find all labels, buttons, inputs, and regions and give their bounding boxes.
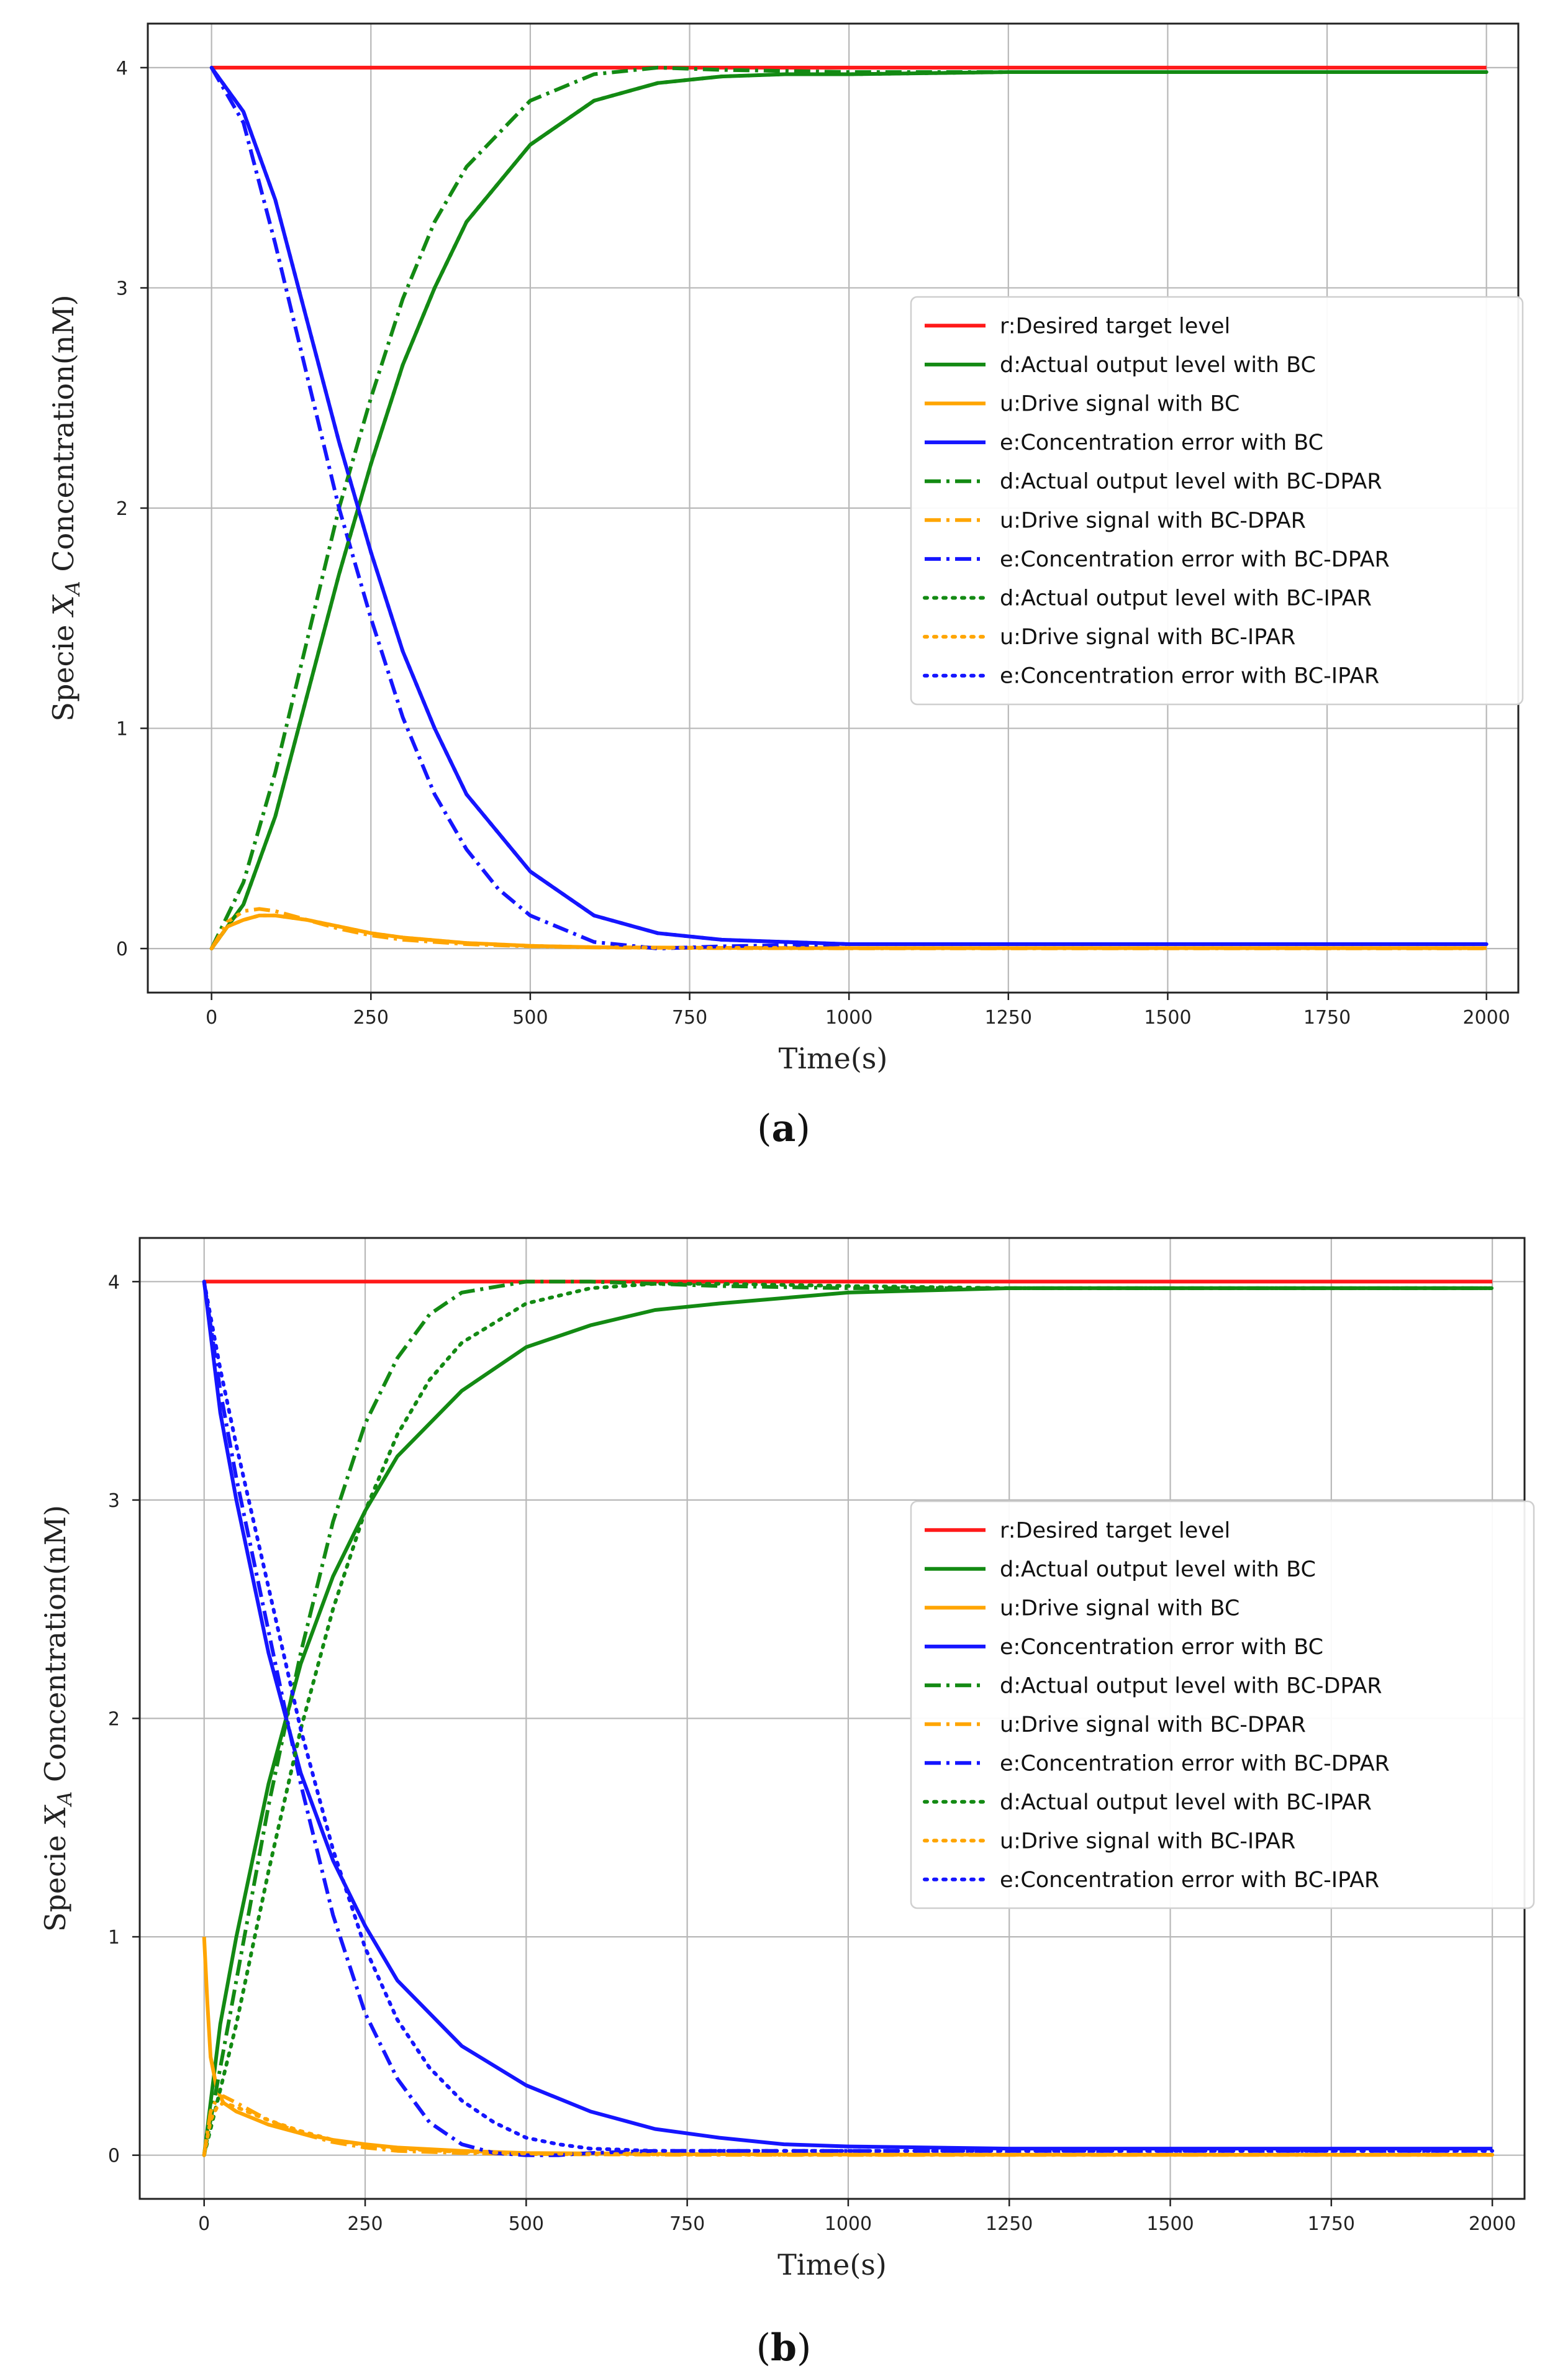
legend-entry-label: r:Desired target level xyxy=(1000,314,1230,339)
y-axis-label: Specie XA Concentration(nM) xyxy=(47,294,84,721)
legend-entry-label: d:Actual output level with BC-IPAR xyxy=(1000,586,1372,611)
chart-panel-a: 0 250 500 750 1000 1250 1500 1750 2000 0 1 2 3 4 Time(… xyxy=(47,22,1524,1075)
legend: r:Desired target level d:Actual output le… xyxy=(910,1500,1535,1909)
legend-entry-label: e:Concentration error with BC xyxy=(1000,1635,1323,1660)
legend-entry-label: e:Concentration error with BC-IPAR xyxy=(1000,1868,1379,1893)
legend-entry-label: u:Drive signal with BC xyxy=(1000,392,1239,417)
x-tick-label: 500 xyxy=(512,1007,548,1029)
legend-entry-label: d:Actual output level with BC-IPAR xyxy=(1000,1790,1372,1815)
legend-entry-label: r:Desired target level xyxy=(1000,1518,1230,1543)
series-group xyxy=(202,1280,1495,2157)
legend-entry-label: d:Actual output level with BC-DPAR xyxy=(1000,470,1382,494)
x-tick-label: 0 xyxy=(198,2213,210,2235)
x-tick-label: 1750 xyxy=(1303,1007,1351,1029)
series-line-4 xyxy=(202,1280,1493,2156)
legend-entry-label: d:Actual output level with BC xyxy=(1000,1557,1316,1582)
x-tick-label: 2000 xyxy=(1469,2213,1516,2235)
series-line-8 xyxy=(202,2101,1495,2157)
series-line-5 xyxy=(210,907,1487,950)
y-tick-label: 4 xyxy=(108,1271,120,1293)
series-line-7 xyxy=(209,70,1489,951)
series-line-3 xyxy=(202,1281,1493,2151)
y-tick-label: 3 xyxy=(116,278,128,299)
y-tick-label: 4 xyxy=(116,58,128,80)
legend-entry-label: d:Actual output level with BC xyxy=(1000,353,1316,378)
legend-entry-label: u:Drive signal with BC-DPAR xyxy=(1000,508,1306,533)
y-tick-label: 2 xyxy=(116,498,128,520)
legend-entry-label: d:Actual output level with BC-DPAR xyxy=(1000,1673,1382,1698)
y-axis-label: Specie XA Concentration(nM) xyxy=(39,1505,76,1932)
x-tick-label: 1250 xyxy=(985,1007,1032,1029)
x-tick-label: 1250 xyxy=(986,2213,1033,2235)
legend-entry-label: u:Drive signal with BC-IPAR xyxy=(1000,1829,1295,1854)
x-tick-label: 0 xyxy=(206,1007,217,1029)
series-line-8 xyxy=(209,913,1489,951)
y-tick-label: 1 xyxy=(116,719,128,740)
x-axis-label: Time(s) xyxy=(779,1042,888,1075)
x-tick-label: 1000 xyxy=(825,1007,872,1029)
series-line-9 xyxy=(209,65,1489,946)
legend-entry-label: e:Concentration error with BC-DPAR xyxy=(1000,547,1390,572)
legend: r:Desired target level d:Actual output le… xyxy=(910,296,1524,706)
x-axis-label: Time(s) xyxy=(777,2248,887,2281)
x-tick-label: 500 xyxy=(509,2213,544,2235)
x-tick-label: 250 xyxy=(347,2213,383,2235)
series-line-5 xyxy=(202,2094,1493,2157)
legend-entry-label: e:Concentration error with BC-DPAR xyxy=(1000,1751,1390,1776)
legend-entry-label: e:Concentration error with BC xyxy=(1000,430,1323,455)
y-tick-label: 0 xyxy=(116,939,128,960)
legend-box xyxy=(910,1500,1535,1909)
y-tick-label: 1 xyxy=(108,1927,120,1949)
x-tick-label: 750 xyxy=(672,1007,707,1029)
series-line-9 xyxy=(202,1280,1495,2153)
y-tick-label: 0 xyxy=(108,2145,120,2167)
y-tick-label: 2 xyxy=(108,1709,120,1731)
series-group xyxy=(209,65,1489,951)
x-tick-label: 1750 xyxy=(1308,2213,1355,2235)
x-tick-label: 1500 xyxy=(1146,2213,1194,2235)
chart-panel-b: 0 250 500 750 1000 1250 1500 1750 2000 0 1 2 3 4 Time(… xyxy=(39,1237,1535,2281)
x-tick-label: 1500 xyxy=(1144,1007,1191,1029)
series-line-7 xyxy=(202,1281,1495,2157)
legend-entry-label: e:Concentration error with BC-IPAR xyxy=(1000,664,1379,689)
legend-entry-label: u:Drive signal with BC-DPAR xyxy=(1000,1713,1306,1737)
x-tick-label: 750 xyxy=(669,2213,705,2235)
x-tick-label: 250 xyxy=(353,1007,389,1029)
legend-entry-label: u:Drive signal with BC-IPAR xyxy=(1000,625,1295,650)
y-tick-label: 3 xyxy=(108,1490,120,1512)
caption-a: (a) xyxy=(757,1107,810,1150)
x-tick-label: 2000 xyxy=(1462,1007,1510,1029)
legend-entry-label: u:Drive signal with BC xyxy=(1000,1596,1239,1621)
legend-box xyxy=(910,296,1524,706)
caption-b: (b) xyxy=(756,2326,812,2370)
x-tick-label: 1000 xyxy=(825,2213,872,2235)
